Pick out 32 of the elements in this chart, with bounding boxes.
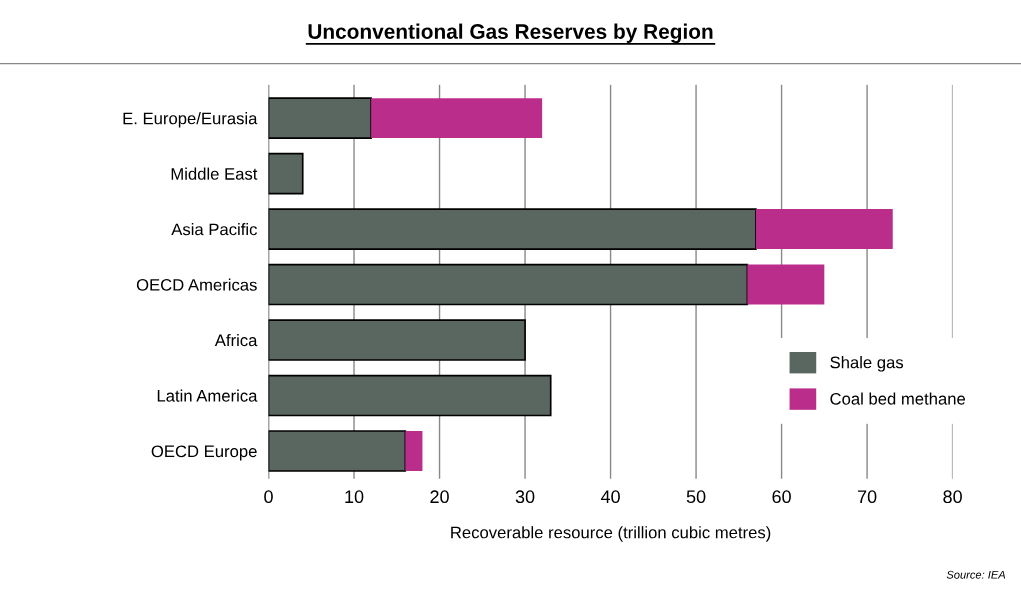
legend-label: Coal bed methane xyxy=(830,392,966,405)
bar xyxy=(268,263,749,306)
bar xyxy=(268,374,552,417)
x-tick-label: 50 xyxy=(686,490,706,504)
y-tick-label: E. Europe/Eurasia xyxy=(123,112,258,128)
bar xyxy=(747,264,825,305)
bar xyxy=(755,209,893,250)
legend-label: Shale gas xyxy=(830,356,904,372)
y-tick-label: OECD Americas xyxy=(136,278,257,291)
x-tick-label: 30 xyxy=(515,490,535,504)
x-tick-label: 20 xyxy=(430,490,449,504)
y-tick-label: Africa xyxy=(214,334,258,347)
x-tick-label: 70 xyxy=(857,490,877,504)
x-axis-title: Recoverable resource (trillion cubic metres) xyxy=(451,526,771,542)
x-tick-label: 40 xyxy=(600,490,620,504)
x-tick-label: 0 xyxy=(264,490,273,504)
x-tick-label: 10 xyxy=(345,490,364,504)
bar xyxy=(371,98,543,139)
source-note: Source: IEA xyxy=(946,570,1006,579)
bar xyxy=(268,152,304,195)
x-tick-label: 80 xyxy=(943,490,962,504)
bar xyxy=(268,319,526,361)
y-tick-label: Middle East xyxy=(171,167,258,180)
bar xyxy=(405,431,423,471)
y-tick-label: Latin America xyxy=(157,389,258,402)
x-tick-label: 60 xyxy=(772,490,791,504)
chart-title: Unconventional Gas Reserves by Region xyxy=(308,23,713,44)
bar xyxy=(268,208,757,250)
y-tick-label: OECD Europe xyxy=(151,445,257,461)
bar xyxy=(268,430,407,472)
bar xyxy=(268,97,372,139)
y-tick-label: Asia Pacific xyxy=(171,223,257,236)
